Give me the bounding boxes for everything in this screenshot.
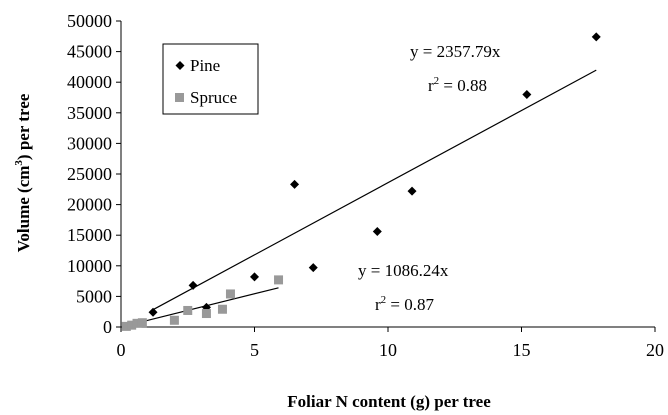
y-tick-label: 45000 — [67, 42, 112, 62]
data-point-spruce — [127, 320, 137, 330]
data-point-pine — [407, 186, 417, 196]
data-point-spruce — [274, 275, 284, 285]
data-point-pine — [591, 32, 601, 42]
pine-r2-sup: 2 — [434, 75, 440, 87]
pine-r2-value: = 0.88 — [439, 76, 487, 95]
y-axis-title-sup: 3 — [13, 160, 25, 166]
y-tick-label: 30000 — [67, 133, 112, 153]
fit-line-spruce — [142, 287, 279, 323]
y-tick-label: 10000 — [67, 256, 112, 276]
data-point-pine — [250, 272, 259, 282]
legend-box — [162, 43, 259, 115]
data-point-spruce — [169, 315, 179, 325]
spruce-r2-prefix: r — [375, 295, 381, 314]
y-tick-label: 25000 — [67, 164, 112, 184]
data-point-spruce — [121, 321, 131, 331]
y-axis-title-tail: ) per tree — [14, 93, 33, 160]
fit-line-pine — [152, 69, 597, 311]
y-tick-label: 35000 — [67, 103, 112, 123]
legend-marker-spruce — [175, 93, 184, 102]
spruce-equation: y = 1086.24x — [358, 261, 449, 280]
data-point-spruce — [201, 309, 211, 319]
data-point-pine — [522, 89, 532, 99]
y-tick-label: 5000 — [76, 286, 112, 306]
y-tick-label: 50000 — [67, 11, 112, 31]
legend-marker-pine — [175, 61, 185, 70]
spruce-r2: r2 = 0.87 — [375, 294, 435, 314]
data-point-spruce — [137, 318, 147, 328]
spruce-r2-value: = 0.87 — [386, 295, 434, 314]
data-point-pine — [148, 307, 158, 317]
x-tick-label: 15 — [513, 340, 531, 360]
y-axis-title-main: Volume (cm — [14, 166, 33, 253]
legend-label-pine: Pine — [190, 56, 220, 75]
fit-lines — [142, 69, 597, 323]
legend: Pine Spruce — [162, 43, 259, 115]
pine-r2-prefix: r — [428, 76, 434, 95]
data-point-pine — [188, 280, 198, 290]
legend-label-spruce: Spruce — [190, 88, 237, 107]
data-points — [121, 32, 601, 331]
x-tick-label: 20 — [646, 340, 664, 360]
data-point-pine — [372, 227, 382, 237]
x-tick-label: 5 — [250, 340, 259, 360]
data-point-spruce — [225, 289, 235, 299]
spruce-r2-sup: 2 — [381, 294, 387, 306]
ticks: 0 5000 10000 15000 20000 25000 30000 35000 40000… — [67, 11, 664, 360]
y-tick-label: 15000 — [67, 225, 112, 245]
y-tick-label: 20000 — [67, 195, 112, 215]
pine-equation: y = 2357.79x — [410, 42, 501, 61]
x-axis-title: Foliar N content (g) per tree — [287, 392, 491, 411]
y-tick-label: 0 — [103, 317, 112, 337]
pine-r2: r2 = 0.88 — [428, 75, 487, 95]
x-tick-label: 10 — [379, 340, 397, 360]
data-point-spruce — [183, 305, 193, 315]
data-point-pine — [308, 263, 318, 273]
y-axis-title: Volume (cm3) per tree — [13, 93, 33, 252]
data-point-pine — [290, 179, 300, 189]
data-point-spruce — [132, 318, 142, 328]
data-point-spruce — [217, 304, 227, 314]
y-tick-label: 40000 — [67, 72, 112, 92]
x-tick-label: 0 — [117, 340, 126, 360]
